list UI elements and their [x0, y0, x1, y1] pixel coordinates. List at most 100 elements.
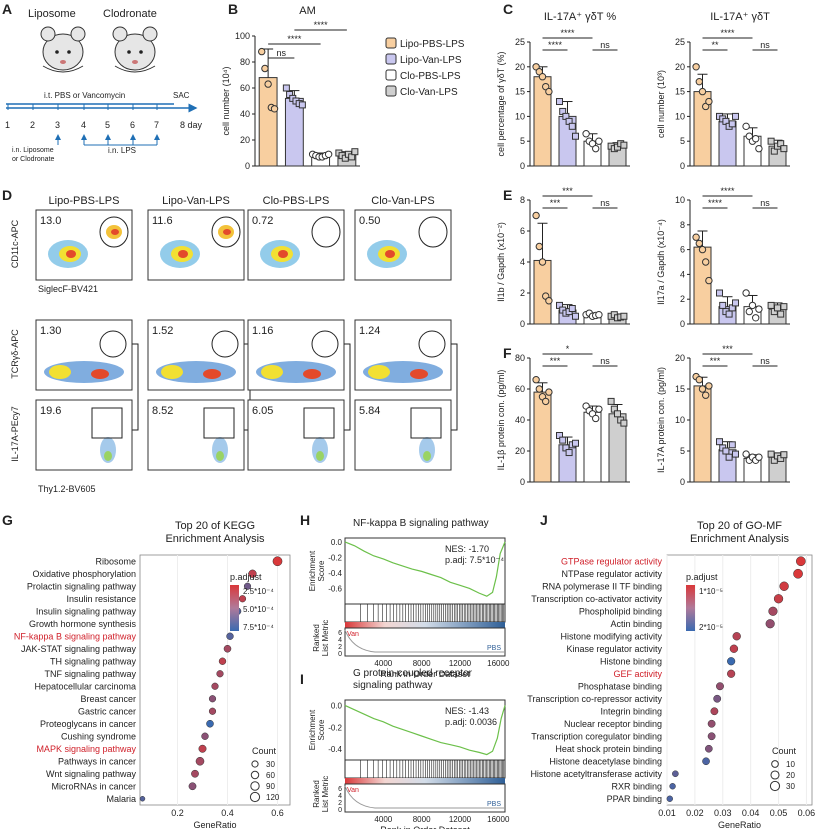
term-label: JAK-STAT signaling pathway: [21, 644, 137, 654]
gate-circle: [99, 330, 127, 358]
enrichment-dot: [211, 682, 219, 690]
data-point: [728, 441, 736, 449]
term-label: MicroRNAs in cancer: [51, 781, 136, 791]
data-point: [572, 439, 579, 447]
enrichment-dot: [768, 606, 778, 616]
enrichment-dot: [729, 644, 739, 653]
x-axis-label: GeneRatio: [718, 820, 761, 829]
term-label: Insulin signaling pathway: [36, 606, 137, 616]
y-tick-label: 20: [240, 135, 250, 145]
size-legend-label: 120: [266, 793, 280, 802]
es-y-label: Score: [317, 560, 326, 581]
data-point: [572, 132, 579, 140]
x-axis-label: Rank in Order Dataset: [380, 669, 470, 679]
day-label: 6: [130, 120, 135, 130]
chart-title: Enrichment Analysis: [165, 533, 265, 545]
flow-plot-frame: [247, 399, 345, 471]
flow-cytometry-grid: Lipo-PBS-LPS Lipo-Van-LPS Clo-PBS-LPS Clo-V…: [10, 195, 458, 494]
data-point: [698, 385, 707, 393]
density-cloud: [312, 437, 328, 463]
gate-circle: [418, 330, 446, 358]
density-peak: [410, 369, 428, 379]
liposome-step-label: i.n. Liposome or Clodronate: [12, 147, 55, 163]
x-tick-label: 0.03: [714, 808, 732, 818]
data-point: [568, 305, 576, 312]
term-label: Heat shock protein binding: [555, 744, 662, 754]
enrichment-dot: [707, 719, 716, 728]
panel-letter-j: J: [540, 512, 548, 528]
term-label: Kinase regulator activity: [566, 644, 662, 654]
y-tick-label: 15: [675, 87, 685, 97]
nes-label: NES: -1.43: [445, 706, 489, 716]
term-label: Oxidative phosphorylation: [32, 569, 136, 579]
size-legend-dot: [251, 760, 259, 768]
x-tick-label: 4000: [374, 815, 392, 824]
flow-x-label: Thy1.2-BV605: [38, 484, 96, 494]
gate-percentage: 0.50: [359, 215, 380, 227]
term-label: Actin binding: [610, 619, 662, 629]
signif-label: ns: [760, 198, 770, 208]
data-point: [742, 122, 750, 131]
data-point: [538, 258, 547, 266]
data-point: [595, 311, 603, 319]
legend-label: Clo-PBS-LPS: [400, 71, 461, 82]
data-point: [545, 388, 553, 396]
data-point: [532, 376, 540, 384]
enrichment-dot: [191, 769, 199, 778]
enrichment-dot: [710, 707, 719, 716]
term-label: Cushing syndrome: [61, 731, 136, 741]
enrichment-dot: [238, 595, 247, 603]
chart-e1: Il1b / Gapdh (x10⁻²) 0 2 4 6 8 ****** ns: [496, 186, 630, 329]
x-tick-label: 8000: [413, 659, 431, 668]
y-axis-label: cell number (10³): [656, 70, 666, 138]
density-core: [368, 365, 390, 379]
data-point: [695, 239, 703, 248]
data-point: [559, 436, 567, 444]
rank-y-label: Ranked: [312, 780, 321, 808]
flow-y-label: IL-17A-PEcy7: [10, 406, 20, 462]
y-tick-label: 6: [520, 226, 525, 236]
x-tick-label: 0.05: [770, 808, 788, 818]
data-point: [595, 405, 603, 413]
term-label: Wnt signaling pathway: [46, 769, 137, 779]
signif-label: ****: [548, 40, 563, 50]
density-peak: [91, 369, 109, 379]
size-legend-label: 30: [786, 782, 795, 791]
es-y-label: Enrichment: [308, 550, 317, 591]
y-tick-label: 10: [675, 111, 685, 121]
panel-letter-a: A: [2, 1, 12, 17]
data-point: [767, 137, 775, 145]
mouse-icon: [40, 26, 86, 73]
pbs-tag: PBS: [487, 645, 501, 652]
chart-title: AM: [299, 5, 316, 17]
term-label: Growth hormone synthesis: [29, 619, 137, 629]
es-tick-label: 0.0: [331, 538, 343, 547]
term-label: Insulin resistance: [66, 594, 136, 604]
bar: [258, 77, 278, 167]
density-peak: [223, 229, 231, 235]
data-point: [748, 301, 757, 310]
y-axis-label: IL-1β protein con. (pg/ml): [496, 370, 506, 471]
gate-percentage: 1.24: [359, 325, 380, 337]
es-y-label: Score: [317, 719, 326, 740]
flow-column-title: Clo-PBS-LPS: [263, 195, 330, 207]
size-legend-dot: [771, 760, 779, 768]
es-y-label: Enrichment: [308, 709, 317, 750]
data-point: [705, 97, 713, 106]
enrichment-dot: [672, 770, 679, 778]
mouse-icon: [112, 26, 158, 73]
density-core: [261, 365, 283, 379]
term-label: Transcription co-repressor activity: [527, 694, 662, 704]
panel-a: A Liposome Clodronate i.t. PBS or Vancom…: [2, 1, 203, 163]
y-tick-label: 20: [515, 446, 525, 456]
term-label: NF-kappa B signaling pathway: [14, 631, 137, 641]
data-point: [538, 73, 547, 81]
y-tick-label: 100: [235, 31, 250, 41]
x-axis-label: GeneRatio: [193, 820, 236, 829]
y-tick-label: 8: [520, 195, 525, 205]
y-tick-label: 2: [680, 294, 685, 304]
plot-frame: [139, 554, 291, 806]
size-legend-label: 20: [786, 771, 795, 780]
term-label: GTPase regulator activity: [561, 556, 663, 566]
